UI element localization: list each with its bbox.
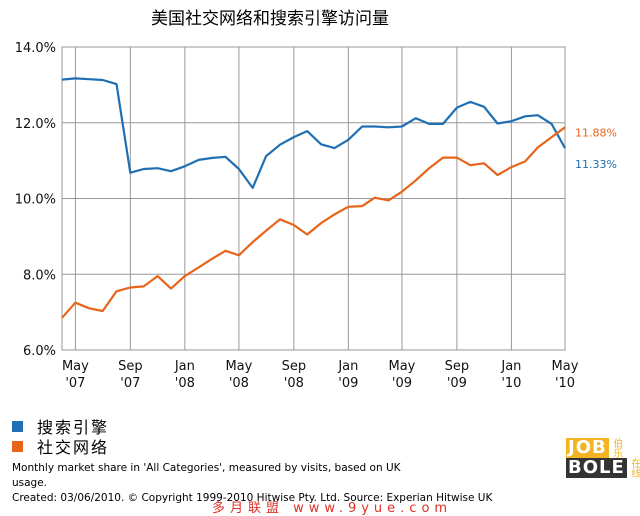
x-tick-month: May [552,359,579,374]
x-tick-year: '10 [501,376,521,391]
x-tick-month: Jan [337,359,358,374]
legend-item-search: 搜索引擎 [12,416,110,437]
series-line-0 [61,77,566,189]
logo-bottom: BOLE [566,457,627,478]
x-tick-month: May [62,359,89,374]
x-tick-year: '10 [555,376,575,391]
footnote: Monthly market share in 'All Categories'… [12,462,401,489]
x-tick-year: '09 [392,376,412,391]
legend-swatch-social [12,440,23,452]
series-line-1 [61,126,566,319]
y-tick-label: 10.0% [15,193,56,208]
grid [61,46,566,351]
chart-title: 美国社交网络和搜索引擎访问量 [151,9,389,29]
end-label-0: 11.33% [575,158,617,171]
end-labels: 11.33% 11.88% [575,126,617,171]
end-label-1: 11.88% [575,126,617,139]
legend-item-social: 社交网络 [12,436,110,457]
watermark: 多月联盟 www.9yue.com [212,501,453,516]
x-tick-month: Jan [174,359,195,374]
x-tick-year: '09 [447,376,467,391]
y-tick-label: 14.0% [15,41,56,56]
axes: 14.0% 12.0% 10.0% 8.0% 6.0% May '07 Sep '07 Jan '0… [15,41,579,391]
x-tick-month: Sep [282,359,307,374]
x-tick-year: '07 [65,376,85,391]
logo-bottom-small: 在线 [628,458,640,478]
logo-top: JOB [566,437,609,458]
y-tick-label: 6.0% [23,344,56,359]
logo-top-small: 伯乐 [610,438,622,458]
legend-label-social: 社交网络 [37,438,110,457]
x-tick-year: '07 [120,376,140,391]
x-tick-year: '09 [338,376,358,391]
x-tick-month: May [389,359,416,374]
y-tick-label: 12.0% [15,117,56,132]
x-tick-month: Sep [445,359,470,374]
legend-label-search: 搜索引擎 [37,418,110,437]
x-tick-month: Jan [500,359,521,374]
x-tick-month: May [225,359,252,374]
x-tick-month: Sep [118,359,143,374]
x-tick-year: '08 [229,376,249,391]
legend-swatch-search [12,420,23,432]
y-tick-label: 8.0% [23,268,56,283]
credit-line: Created: 03/06/2010. © Copyright 1999-20… [12,492,493,504]
x-tick-year: '08 [284,376,304,391]
jobbole-logo: JOB 伯乐 BOLE 在线 [566,437,640,482]
x-tick-year: '08 [175,376,195,391]
series-lines [61,77,566,319]
legend: 搜索引擎 社交网络 [12,416,110,457]
